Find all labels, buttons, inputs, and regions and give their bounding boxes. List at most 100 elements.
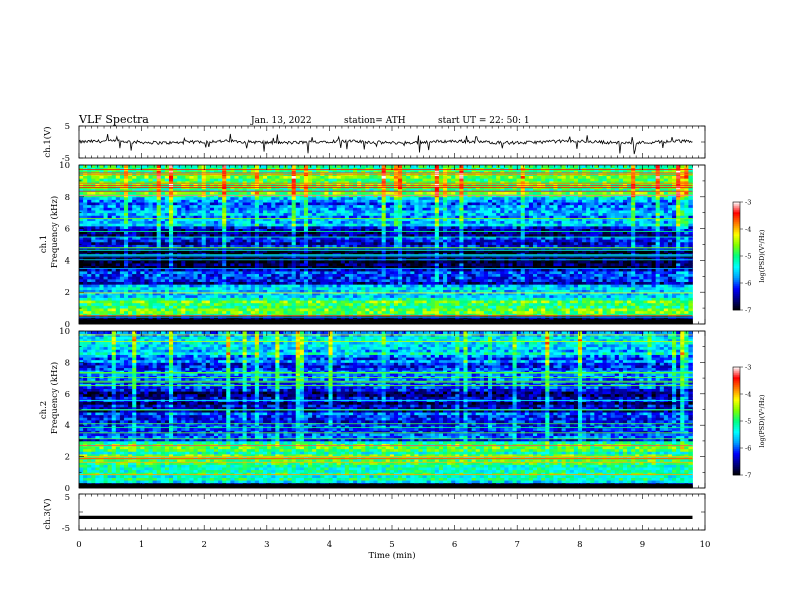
spectrogram-cell: [288, 295, 292, 298]
spectrogram-cell: [488, 287, 492, 290]
spectrogram-cell: [365, 258, 369, 261]
spectrogram-cell: [120, 245, 124, 248]
spectrogram-cell: [603, 300, 607, 303]
spectrogram-cell: [455, 245, 459, 248]
spectrogram-cell: [136, 311, 140, 314]
spectrogram-cell: [279, 239, 283, 242]
spectrogram-cell: [324, 305, 328, 308]
spectrogram-cell: [631, 245, 635, 248]
spectrogram-cell: [194, 242, 198, 245]
spectrogram-cell: [382, 271, 386, 274]
spectrogram-cell: [676, 305, 680, 308]
spectrogram-cell: [476, 300, 480, 303]
spectrogram-cell: [198, 290, 202, 293]
spectrogram-cell: [472, 274, 476, 277]
spectrogram-cell: [492, 303, 496, 306]
spectrogram-cell: [177, 263, 181, 266]
spectrogram-cell: [562, 311, 566, 314]
spectrogram-cell: [132, 303, 136, 306]
spectrogram-cell: [611, 298, 615, 301]
spectrogram-cell: [558, 284, 562, 287]
spectrogram-cell: [660, 245, 664, 248]
spectrogram-cell: [345, 308, 349, 311]
spectrogram-cell: [480, 239, 484, 242]
spectrogram-cell: [508, 271, 512, 274]
spectrogram-cell: [345, 276, 349, 279]
spectrogram-cell: [132, 300, 136, 303]
spectrogram-cell: [349, 305, 353, 308]
spectrogram-cell: [676, 274, 680, 277]
spectrogram-cell: [513, 305, 517, 308]
spectrogram-cell: [647, 260, 651, 263]
spectrogram-cell: [558, 274, 562, 277]
spectrogram-cell: [406, 284, 410, 287]
spectrogram-cell: [525, 290, 529, 293]
spectrogram-cell: [112, 274, 116, 277]
spectrogram-cell: [513, 282, 517, 285]
spectrogram-cell: [345, 303, 349, 306]
spectrogram-cell: [590, 282, 594, 285]
spectrogram-cell: [553, 300, 557, 303]
spectrogram-cell: [91, 274, 95, 277]
spectrogram-cell: [594, 311, 598, 314]
spectrogram-cell: [504, 290, 508, 293]
spectrogram-cell: [423, 271, 427, 274]
spectrogram-cell: [337, 271, 341, 274]
spectrogram-cell: [570, 258, 574, 261]
spectrogram-cell: [243, 287, 247, 290]
spectrogram-cell: [582, 287, 586, 290]
spectrogram-cell: [451, 274, 455, 277]
spectrogram-cell: [431, 239, 435, 242]
spectrogram-cell: [492, 308, 496, 311]
spectrogram-cell: [275, 271, 279, 274]
spectrogram-cell: [594, 242, 598, 245]
spectrogram-cell: [594, 279, 598, 282]
spectrogram-cell: [267, 263, 271, 266]
spectrogram-cell: [406, 258, 410, 261]
spectrogram-cell: [386, 242, 390, 245]
spectrogram-cell: [545, 298, 549, 301]
spectrogram-cell: [210, 260, 214, 263]
ch1-spectrogram-image: [79, 165, 693, 324]
spectrogram-cell: [558, 305, 562, 308]
spectrogram-cell: [410, 311, 414, 314]
spectrogram-cell: [590, 279, 594, 282]
spectrogram-cell: [611, 305, 615, 308]
spectrogram-cell: [660, 263, 664, 266]
spectrogram-cell: [365, 290, 369, 293]
spectrogram-cell: [99, 271, 103, 274]
spectrogram-cell: [562, 282, 566, 285]
spectrogram-cell: [283, 282, 287, 285]
spectrogram-cell: [189, 279, 193, 282]
spectrogram-cell: [496, 287, 500, 290]
spectrogram-cell: [394, 274, 398, 277]
spectrogram-cell: [308, 263, 312, 266]
spectrogram-cell: [386, 303, 390, 306]
spectrogram-cell: [443, 245, 447, 248]
spectrogram-cell: [549, 242, 553, 245]
spectrogram-cell: [157, 263, 161, 266]
spectrogram-cell: [283, 276, 287, 279]
spectrogram-cell: [222, 274, 226, 277]
spectrogram-cell: [189, 311, 193, 314]
spectrogram-cell: [345, 260, 349, 263]
spectrogram-cell: [357, 274, 361, 277]
spectrogram-cell: [668, 263, 672, 266]
spectrogram-cell: [443, 295, 447, 298]
spectrogram-cell: [345, 311, 349, 314]
spectrogram-cell: [476, 258, 480, 261]
spectrogram-cell: [611, 284, 615, 287]
spectrogram-cell: [603, 305, 607, 308]
spectrogram-cell: [165, 300, 169, 303]
spectrogram-cell: [382, 300, 386, 303]
spectrogram-cell: [570, 239, 574, 242]
spectrogram-cell: [656, 311, 660, 314]
spectrogram-cell: [394, 284, 398, 287]
spectrogram-cell: [324, 303, 328, 306]
spectrogram-cell: [116, 300, 120, 303]
spectrogram-cell: [116, 295, 120, 298]
spectrogram-cell: [328, 311, 332, 314]
spectrogram-cell: [230, 290, 234, 293]
spectrogram-cell: [128, 290, 132, 293]
spectrogram-cell: [521, 303, 525, 306]
